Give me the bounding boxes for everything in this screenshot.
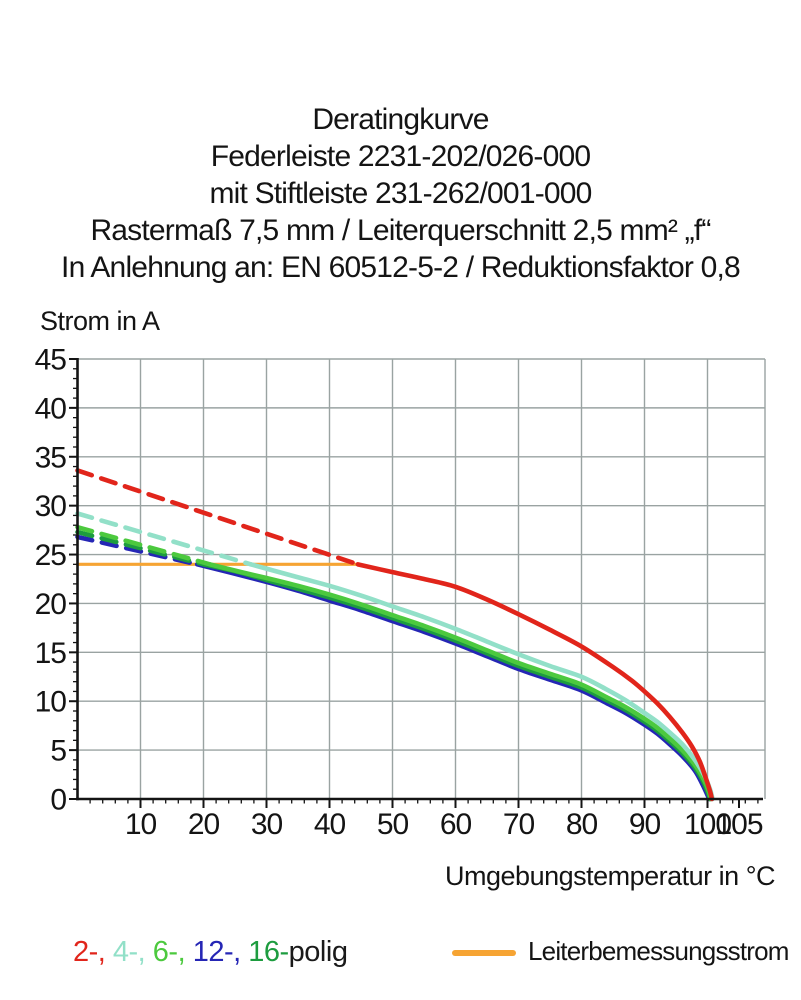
- x-tick-label-70: 70: [503, 808, 535, 841]
- curve-6-polig-dashed: [75, 524, 213, 567]
- y-tick-label-35: 35: [35, 441, 67, 474]
- chart-title-line-2: Federleiste 2231-202/026-000: [210, 140, 591, 173]
- y-tick-label-20: 20: [35, 588, 67, 621]
- legend-part: 6-,: [145, 936, 186, 968]
- curve-4-polig: [248, 562, 715, 802]
- curve-2-polig-dashed: [75, 468, 361, 567]
- x-tick-label-100: 100: [684, 808, 731, 841]
- y-tick-label-40: 40: [35, 392, 67, 425]
- x-tick-label-60: 60: [440, 808, 472, 841]
- y-tick-label-0: 0: [50, 784, 66, 817]
- chart-title-line-4: Rastermaß 7,5 mm / Leiterquerschnitt 2,5…: [90, 214, 711, 247]
- x-tick-label-50: 50: [377, 808, 409, 841]
- x-tick-label-20: 20: [188, 808, 220, 841]
- rated-current-line-swatch: [452, 949, 516, 956]
- x-tick-label-80: 80: [566, 808, 598, 841]
- curve-4-polig-dashed: [75, 511, 254, 567]
- legend-part: 16-: [240, 936, 289, 968]
- curve-2-polig: [355, 562, 715, 802]
- chart-title-line-3: mit Stiftleiste 231-262/001-000: [209, 177, 592, 210]
- y-tick-label-25: 25: [35, 539, 67, 572]
- chart-title-line-5: In Anlehnung an: EN 60512-5-2 / Reduktio…: [61, 251, 741, 284]
- x-tick-label-105: 105: [715, 808, 762, 841]
- y-tick-label-45: 45: [35, 343, 67, 376]
- legend-pole-counts: 2-, 4-, 6-, 12-, 16-polig: [73, 936, 348, 969]
- y-tick-label-5: 5: [50, 735, 66, 768]
- curve-6-polig: [207, 562, 713, 802]
- x-tick-label-30: 30: [251, 808, 283, 841]
- chart-title-line-1: Deratingkurve: [312, 103, 489, 136]
- legend-part: polig: [288, 936, 348, 968]
- y-tick-label-10: 10: [35, 686, 67, 719]
- y-tick-label-30: 30: [35, 490, 67, 523]
- x-tick-label-10: 10: [125, 808, 157, 841]
- legend-part: 2-,: [73, 936, 106, 968]
- legend-part: 4-,: [105, 936, 146, 968]
- legend-part: 12-,: [185, 936, 241, 968]
- y-tick-label-15: 15: [35, 637, 67, 670]
- rated-current-label: Leiterbemessungsstrom: [528, 936, 789, 966]
- x-axis-title: Umgebungstemperatur in °C: [445, 861, 775, 891]
- chart-title-block: Deratingkurve Federleiste 2231-202/026-0…: [0, 101, 801, 286]
- x-tick-label-90: 90: [629, 808, 661, 841]
- y-axis-title: Strom in A: [40, 306, 160, 336]
- x-tick-label-40: 40: [314, 808, 346, 841]
- legend-rated-current: Leiterbemessungsstrom: [452, 936, 789, 967]
